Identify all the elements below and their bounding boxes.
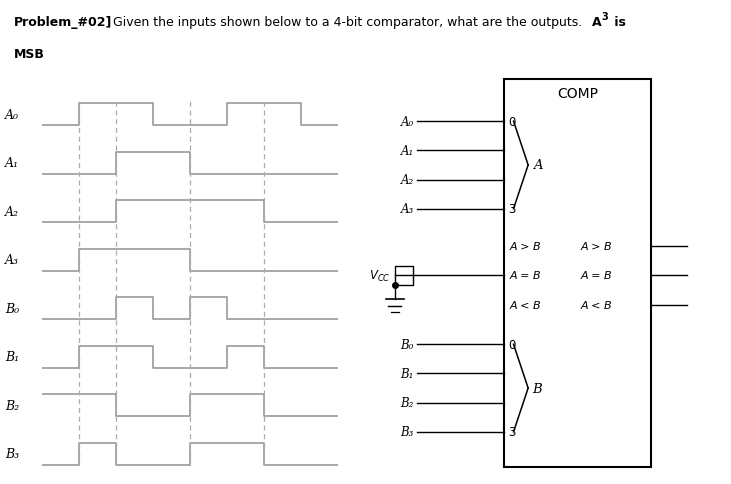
Text: A₁: A₁ [401, 145, 414, 157]
Text: A₂: A₂ [5, 205, 19, 218]
Text: A < B: A < B [510, 300, 542, 310]
Text: A₀: A₀ [401, 115, 414, 128]
Text: 3: 3 [601, 12, 607, 22]
Text: A₀: A₀ [5, 108, 19, 121]
Text: A > B: A > B [510, 242, 542, 252]
Text: A > B: A > B [580, 242, 612, 252]
Text: B₀: B₀ [5, 302, 19, 315]
Text: is: is [610, 16, 626, 29]
Text: Problem_#02]: Problem_#02] [14, 16, 113, 29]
Text: A₃: A₃ [5, 254, 19, 267]
Text: B₂: B₂ [401, 396, 414, 409]
Text: B₂: B₂ [5, 399, 19, 412]
Text: A₃: A₃ [401, 203, 414, 216]
Text: Given the inputs shown below to a 4-bit comparator, what are the outputs.: Given the inputs shown below to a 4-bit … [105, 16, 586, 29]
Text: A < B: A < B [580, 300, 612, 310]
Text: 0: 0 [508, 338, 515, 351]
Text: 3: 3 [508, 425, 515, 439]
Text: B₁: B₁ [401, 367, 414, 380]
Text: A: A [532, 159, 542, 172]
Text: B₁: B₁ [5, 350, 19, 363]
Text: A = B: A = B [580, 271, 612, 281]
Text: 3: 3 [508, 203, 515, 216]
Text: COMP: COMP [557, 87, 598, 101]
Text: B₃: B₃ [401, 425, 414, 439]
Text: A: A [592, 16, 602, 29]
Text: A = B: A = B [510, 271, 542, 281]
Text: A₁: A₁ [5, 157, 19, 170]
Text: B₃: B₃ [5, 447, 19, 460]
Bar [504, 80, 651, 468]
Bar [395, 267, 413, 285]
Text: 0: 0 [508, 115, 515, 128]
Text: $V_{CC}$: $V_{CC}$ [369, 268, 390, 284]
Text: MSB: MSB [14, 48, 45, 61]
Text: A₂: A₂ [401, 174, 414, 187]
Text: B₀: B₀ [401, 338, 414, 351]
Text: B: B [532, 382, 542, 395]
